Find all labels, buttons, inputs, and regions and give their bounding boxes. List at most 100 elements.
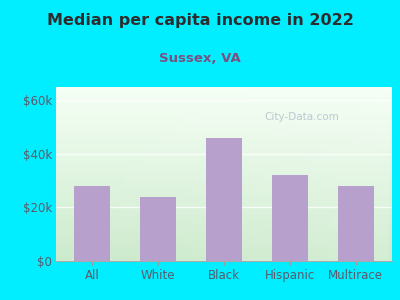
Bar [56,181,392,183]
Bar [56,256,392,257]
Bar [92,87,96,261]
Bar [56,224,392,226]
Bar [56,186,392,188]
Bar [56,146,392,148]
Bar [56,111,392,113]
Bar [286,87,290,261]
Bar [56,242,392,244]
Bar [356,87,360,261]
Bar [56,143,392,144]
Bar [56,122,392,124]
Bar [56,92,392,94]
Bar [56,237,392,239]
Bar [195,87,199,261]
Bar [56,150,392,152]
Bar [121,87,125,261]
Bar [56,216,392,218]
Bar [278,87,282,261]
Bar [56,223,392,224]
Bar [56,104,392,106]
Bar [96,87,100,261]
Bar [224,87,228,261]
Bar [56,191,392,193]
Bar [331,87,335,261]
Bar [56,127,392,129]
Bar [56,231,392,233]
Bar [129,87,134,261]
Bar [56,141,392,143]
Bar [56,130,392,132]
Bar [56,211,392,212]
Bar [56,259,392,261]
Bar [56,144,392,146]
Bar [76,87,80,261]
Bar [56,106,392,108]
Bar [68,87,72,261]
Bar [56,91,392,92]
Bar [314,87,319,261]
Bar [146,87,150,261]
Bar [56,257,392,259]
Bar [100,87,104,261]
Bar [56,252,392,254]
Bar [339,87,344,261]
Bar [56,125,392,127]
Bar [56,221,392,223]
Text: Median per capita income in 2022: Median per capita income in 2022 [46,14,354,28]
Bar [56,98,392,99]
Bar [56,132,392,134]
Bar [56,233,392,235]
Bar [56,184,392,186]
Bar [306,87,310,261]
Bar [265,87,269,261]
Bar [56,113,392,115]
Bar [56,169,392,170]
Bar [364,87,368,261]
Bar [56,103,392,104]
Bar [56,152,392,153]
Bar [56,172,392,174]
Bar [56,134,392,136]
Bar [56,193,392,195]
Bar [56,188,392,190]
Bar [240,87,244,261]
Bar [56,247,392,249]
Bar [59,87,64,261]
Bar [56,205,392,207]
Bar [253,87,257,261]
Bar [338,186,374,261]
Bar [56,124,392,125]
Bar [56,240,392,242]
Bar [298,87,302,261]
Bar [72,87,76,261]
Bar [80,87,84,261]
Bar [380,87,384,261]
Bar [56,167,392,169]
Bar [56,94,392,96]
Bar [56,183,392,184]
Bar [56,155,392,157]
Bar [232,87,236,261]
Bar [372,87,376,261]
Bar [154,87,158,261]
Bar [56,89,392,91]
Bar [384,87,389,261]
Bar [74,186,110,261]
Bar [179,87,183,261]
Bar [56,87,392,89]
Bar [64,87,68,261]
Text: City-Data.com: City-Data.com [264,112,339,122]
Bar [113,87,117,261]
Bar [56,136,392,137]
Bar [56,250,392,252]
Bar [56,158,392,160]
Bar [109,87,113,261]
Bar [88,87,92,261]
Bar [56,137,392,139]
Bar [56,219,392,221]
Bar [368,87,372,261]
Bar [162,87,166,261]
Bar [56,228,392,230]
Bar [212,87,216,261]
Bar [56,165,392,167]
